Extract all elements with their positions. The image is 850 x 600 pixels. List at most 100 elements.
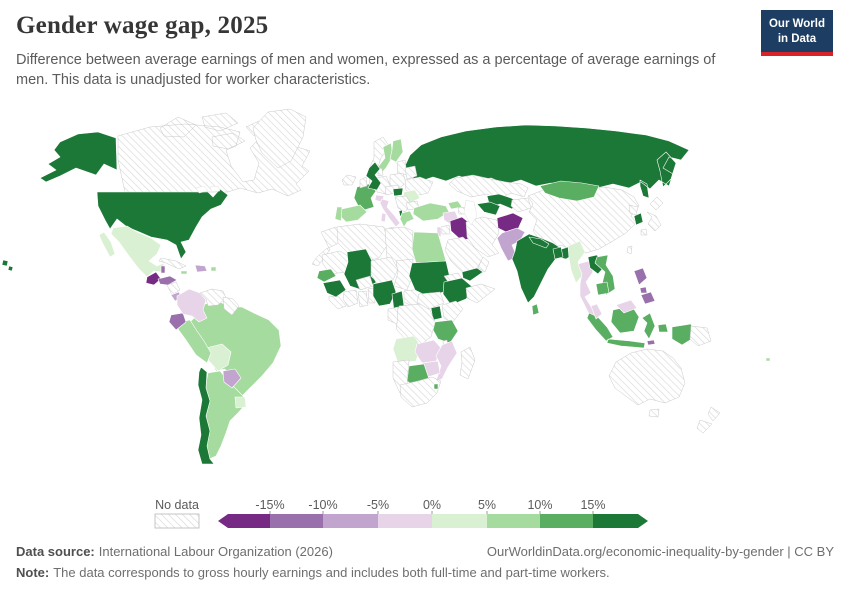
country-indonesia[interactable]: [586, 305, 696, 349]
country-poland[interactable]: [389, 172, 407, 190]
country-dominican-republic[interactable]: [194, 264, 208, 273]
country-eswatini[interactable]: [433, 383, 439, 390]
country-united-states[interactable]: [1, 131, 229, 272]
country-venezuela[interactable]: [199, 288, 227, 307]
legend-tick-label: -15%: [255, 498, 284, 512]
country-madagascar[interactable]: [459, 346, 476, 380]
owid-url-link[interactable]: OurWorldinData.org/economic-inequality-b…: [486, 544, 834, 559]
country-somalia[interactable]: [465, 283, 496, 304]
country-south-sudan[interactable]: [416, 291, 445, 310]
country-pakistan[interactable]: [496, 227, 526, 262]
world-choropleth-map: [1, 108, 771, 465]
countries-layer: [1, 108, 771, 465]
country-puerto-rico[interactable]: [210, 266, 217, 272]
owid-logo[interactable]: Our World in Data: [760, 10, 833, 56]
country-sri-lanka[interactable]: [531, 303, 540, 316]
country-kazakhstan[interactable]: [448, 174, 529, 200]
country-portugal[interactable]: [334, 206, 343, 222]
legend-no-data-swatch[interactable]: [154, 513, 200, 529]
country-united-kingdom[interactable]: [365, 161, 382, 191]
country-philippines[interactable]: [633, 267, 656, 305]
data-source-line: Data source: International Labour Organiz…: [16, 544, 333, 559]
country-timor-leste[interactable]: [646, 339, 656, 346]
country-senegal[interactable]: [316, 268, 337, 283]
country-uruguay[interactable]: [234, 396, 247, 409]
page-title: Gender wage gap, 2025: [16, 12, 269, 39]
country-iran[interactable]: [465, 216, 500, 258]
country-yemen[interactable]: [461, 267, 484, 282]
country-c-te-d-ivoire[interactable]: [342, 289, 359, 308]
country-guinea[interactable]: [322, 279, 347, 298]
country-ecuador[interactable]: [168, 312, 187, 331]
legend-bucket-5-to-10[interactable]: [487, 514, 540, 528]
country-new-zealand[interactable]: [696, 406, 721, 434]
country-nigeria[interactable]: [372, 279, 397, 307]
country-jordan[interactable]: [440, 224, 451, 235]
country-taiwan[interactable]: [626, 245, 633, 255]
legend-bucket-5-to-0[interactable]: [378, 514, 432, 528]
country-greenland[interactable]: [252, 108, 307, 169]
country-south-korea[interactable]: [633, 212, 644, 226]
country-turkmenistan[interactable]: [476, 201, 501, 216]
legend-bucket-15[interactable]: [593, 514, 648, 528]
country-tanzania[interactable]: [432, 319, 459, 344]
country-mozambique[interactable]: [435, 340, 458, 382]
country-nicaragua[interactable]: [166, 281, 181, 296]
note-line: Note: The data corresponds to gross hourl…: [16, 565, 610, 580]
legend-bucket-15-to-10[interactable]: [270, 514, 323, 528]
note-label: Note:: [16, 565, 50, 580]
country-bolivia[interactable]: [205, 343, 232, 372]
country-bangladesh[interactable]: [552, 246, 564, 260]
country-kyrgyzstan-tajikistan[interactable]: [510, 197, 532, 213]
country-vietnam[interactable]: [594, 254, 616, 296]
country-ireland[interactable]: [359, 176, 368, 189]
country-ghana[interactable]: [357, 290, 369, 308]
country-fiji[interactable]: [765, 357, 771, 362]
country-belize[interactable]: [160, 265, 166, 274]
country-greece[interactable]: [399, 210, 415, 228]
country-honduras[interactable]: [157, 275, 178, 286]
country-colombia[interactable]: [176, 288, 208, 323]
country-mongolia[interactable]: [539, 180, 600, 202]
country-oman[interactable]: [477, 256, 490, 273]
country-peru[interactable]: [177, 319, 212, 364]
country-guatemala[interactable]: [145, 271, 162, 286]
country-sweden[interactable]: [377, 142, 394, 176]
country-finland[interactable]: [389, 138, 404, 163]
country-kenya[interactable]: [441, 300, 464, 324]
legend-tick-label: -5%: [367, 498, 389, 512]
country-ethiopia[interactable]: [442, 277, 476, 306]
country-papua-new-guinea[interactable]: [689, 325, 712, 347]
country-paraguay[interactable]: [222, 368, 242, 389]
country-belarus[interactable]: [404, 165, 418, 180]
country-australia[interactable]: [608, 348, 686, 418]
country-angola[interactable]: [392, 335, 422, 364]
country-sierra-leone-liberia[interactable]: [328, 295, 347, 310]
country-japan[interactable]: [640, 196, 664, 236]
country-iceland[interactable]: [341, 174, 357, 186]
country-hungary[interactable]: [392, 187, 404, 197]
country-spain[interactable]: [338, 204, 368, 223]
chart-subtitle: Difference between average earnings of m…: [16, 52, 716, 88]
country-georgia[interactable]: [447, 200, 463, 210]
country-malaysia[interactable]: [590, 299, 638, 320]
legend-bucket-10-to-15[interactable]: [540, 514, 593, 528]
data-source-label: Data source:: [16, 544, 95, 559]
legend-no-data-label: No data: [155, 498, 199, 512]
country-chile[interactable]: [197, 366, 215, 465]
country-south-africa[interactable]: [399, 376, 442, 408]
legend-bucket-0-to-5[interactable]: [432, 514, 487, 528]
chart-footer: Data source: International Labour Organiz…: [16, 544, 834, 586]
country-cambodia[interactable]: [595, 281, 610, 296]
map-legend: No data -15% -10% -5% 0% 5% 10% 15%: [154, 498, 648, 529]
country-nepal[interactable]: [528, 236, 550, 249]
legend-bucket-10-to-5[interactable]: [323, 514, 378, 528]
country-jamaica[interactable]: [180, 270, 188, 275]
country-guyana-suriname[interactable]: [222, 296, 240, 316]
legend-bucket-15[interactable]: [218, 514, 270, 528]
country-congo-gabon[interactable]: [387, 306, 399, 325]
country-chad[interactable]: [393, 258, 414, 291]
country-mexico[interactable]: [98, 225, 165, 278]
country-cuba[interactable]: [158, 257, 187, 270]
